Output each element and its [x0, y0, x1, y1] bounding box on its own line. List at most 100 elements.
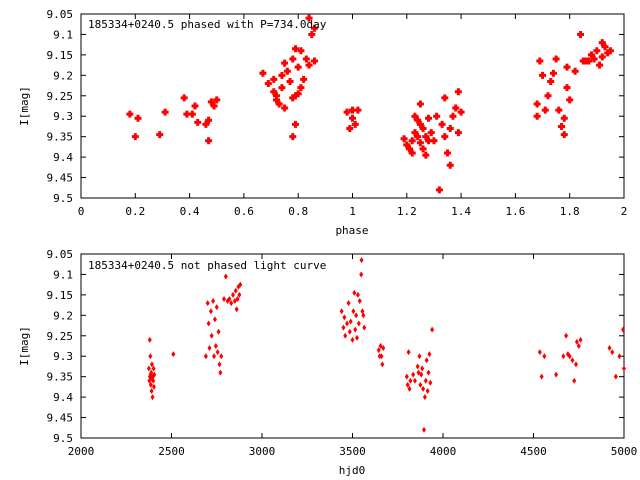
unphased-data-point [355, 334, 360, 341]
unphased-data-point [216, 328, 221, 335]
unphased-y-tick-label: 9.45 [47, 412, 74, 425]
phased-data-point [294, 63, 302, 71]
phased-data-point [134, 114, 142, 122]
phased-x-tick-label: 0.6 [234, 205, 254, 218]
phased-x-tick-label: 1.2 [397, 205, 417, 218]
unphased-data-point [231, 291, 236, 298]
unphased-data-point [554, 371, 559, 378]
unphased-x-tick-label: 4000 [430, 445, 457, 458]
unphased-data-point [421, 426, 426, 433]
phased-data-point [598, 53, 606, 61]
unphased-data-point [416, 369, 421, 376]
phased-data-point [297, 47, 305, 55]
phased-data-point [606, 47, 614, 55]
phased-x-tick-label: 0.4 [180, 205, 200, 218]
phased-data-point [593, 47, 601, 55]
phased-data-point [308, 30, 316, 38]
unphased-data-point [206, 320, 211, 327]
phased-data-point [596, 61, 604, 69]
unphased-title: 185334+0240.5 not phased light curve [88, 259, 326, 272]
unphased-x-tick-label: 3500 [339, 445, 366, 458]
unphased-data-point [171, 351, 176, 358]
phased-data-point [291, 92, 299, 100]
unphased-data-point [404, 373, 409, 380]
unphased-data-point [348, 318, 353, 325]
phased-data-point [278, 84, 286, 92]
unphased-data-point [578, 336, 583, 343]
phased-data-point [454, 88, 462, 96]
unphased-data-point [421, 385, 426, 392]
phased-ticks: 0 0.2 0.4 0.6 0.8 1 1.2 1.4 1.6 1.8 2 9.05 9.1 9.15 9.… [47, 8, 628, 218]
phased-y-tick-label: 9.25 [47, 90, 74, 103]
unphased-data-point [237, 291, 242, 298]
unphased-data-point [354, 312, 359, 319]
phased-x-tick-label: 0.2 [125, 205, 145, 218]
phased-data-point [289, 94, 297, 102]
phased-data-point [291, 120, 299, 128]
phased-data-point [435, 186, 443, 194]
phased-data-point [441, 94, 449, 102]
phased-data-point [563, 84, 571, 92]
phased-data-point [300, 75, 308, 83]
unphased-data-point [419, 371, 424, 378]
unphased-data-point [362, 324, 367, 331]
unphased-data-point [205, 300, 210, 307]
phased-data-point [427, 129, 435, 137]
phased-data-point [351, 120, 359, 128]
phased-data-point [270, 75, 278, 83]
unphased-data-point [339, 308, 344, 315]
phased-data-point [547, 77, 555, 85]
phased-data-point [425, 137, 433, 145]
unphased-data-point [574, 361, 579, 368]
phased-panel: 0 0.2 0.4 0.6 0.8 1 1.2 1.4 1.6 1.8 2 9.05 9.1 9.15 9.… [18, 8, 627, 237]
phased-data-point [552, 55, 560, 63]
unphased-data-point [215, 349, 220, 356]
phased-data-point [411, 129, 419, 137]
phased-data-point [161, 108, 169, 116]
unphased-data-point [347, 328, 352, 335]
unphased-x-tick-label: 2000 [68, 445, 95, 458]
phased-data-point [571, 67, 579, 75]
phased-data-point [549, 69, 557, 77]
unphased-data-point [213, 343, 218, 349]
unphased-y-tick-label: 9.5 [53, 432, 73, 445]
unphased-y-tick-label: 9.3 [53, 350, 73, 363]
phased-data-point [194, 118, 202, 126]
unphased-x-tick-label: 5000 [611, 445, 638, 458]
unphased-data-point [426, 369, 431, 376]
phased-data-point [205, 116, 213, 124]
unphased-data-point [610, 349, 615, 356]
phased-x-tick-label: 1.4 [451, 205, 471, 218]
phased-data-point [411, 112, 419, 120]
unphased-data-point [203, 353, 208, 360]
unphased-data-point [357, 298, 362, 305]
unphased-data-point [564, 332, 569, 339]
phased-data-point [446, 161, 454, 169]
phased-data-point [210, 102, 218, 110]
unphased-data-point [617, 353, 622, 360]
unphased-y-tick-label: 9.4 [53, 391, 73, 404]
phased-data-point [408, 149, 416, 157]
unphased-data-point [355, 291, 360, 298]
phased-data-point [305, 14, 313, 22]
unphased-data-point [221, 295, 226, 302]
phased-data-point [349, 106, 356, 114]
unphased-data-point [408, 377, 413, 384]
unphased-data-point [223, 273, 228, 280]
phased-data-point [544, 92, 552, 100]
unphased-data-point [542, 353, 547, 360]
unphased-data-point [211, 298, 216, 305]
unphased-data-point [415, 363, 420, 370]
unphased-data-point [235, 295, 240, 302]
phased-x-tick-label: 1 [349, 205, 356, 218]
phased-x-tick-label: 2 [621, 205, 628, 218]
unphased-data-point [352, 289, 357, 296]
phased-data-point [446, 124, 454, 132]
phased-y-tick-label: 9.5 [53, 192, 73, 205]
phased-data-point [294, 90, 302, 98]
unphased-data-point [539, 373, 544, 380]
unphased-data-point [376, 347, 381, 354]
phased-y-tick-label: 9.1 [53, 28, 73, 41]
